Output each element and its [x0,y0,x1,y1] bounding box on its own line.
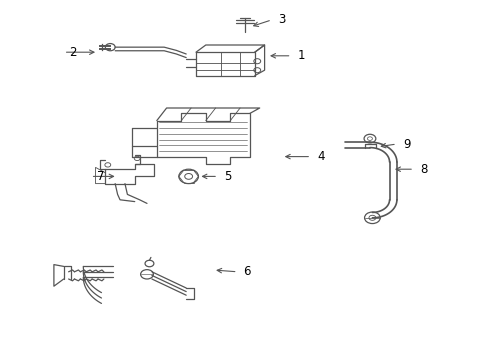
Text: 4: 4 [317,150,324,163]
Text: 3: 3 [278,13,285,26]
Text: 1: 1 [297,49,305,62]
Text: 6: 6 [244,265,251,278]
Text: 8: 8 [420,163,427,176]
Text: 7: 7 [97,170,104,183]
Text: 9: 9 [403,138,410,150]
Text: 2: 2 [70,46,77,59]
Text: 5: 5 [224,170,231,183]
